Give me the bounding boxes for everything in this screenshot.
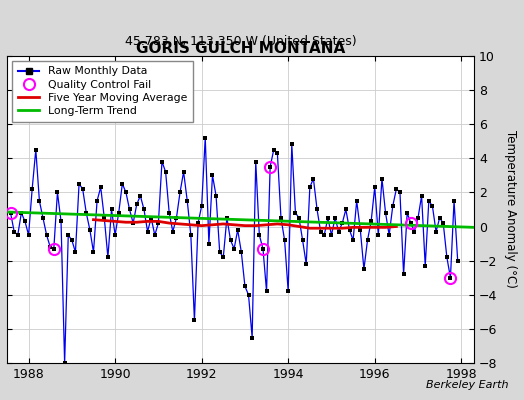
Title: GORIS GULCH MONTANA: GORIS GULCH MONTANA xyxy=(136,41,345,56)
Legend: Raw Monthly Data, Quality Control Fail, Five Year Moving Average, Long-Term Tren: Raw Monthly Data, Quality Control Fail, … xyxy=(13,61,193,122)
Text: 45.783 N, 113.350 W (United States): 45.783 N, 113.350 W (United States) xyxy=(125,35,356,48)
Y-axis label: Temperature Anomaly (°C): Temperature Anomaly (°C) xyxy=(504,130,517,288)
Text: Berkeley Earth: Berkeley Earth xyxy=(426,380,508,390)
